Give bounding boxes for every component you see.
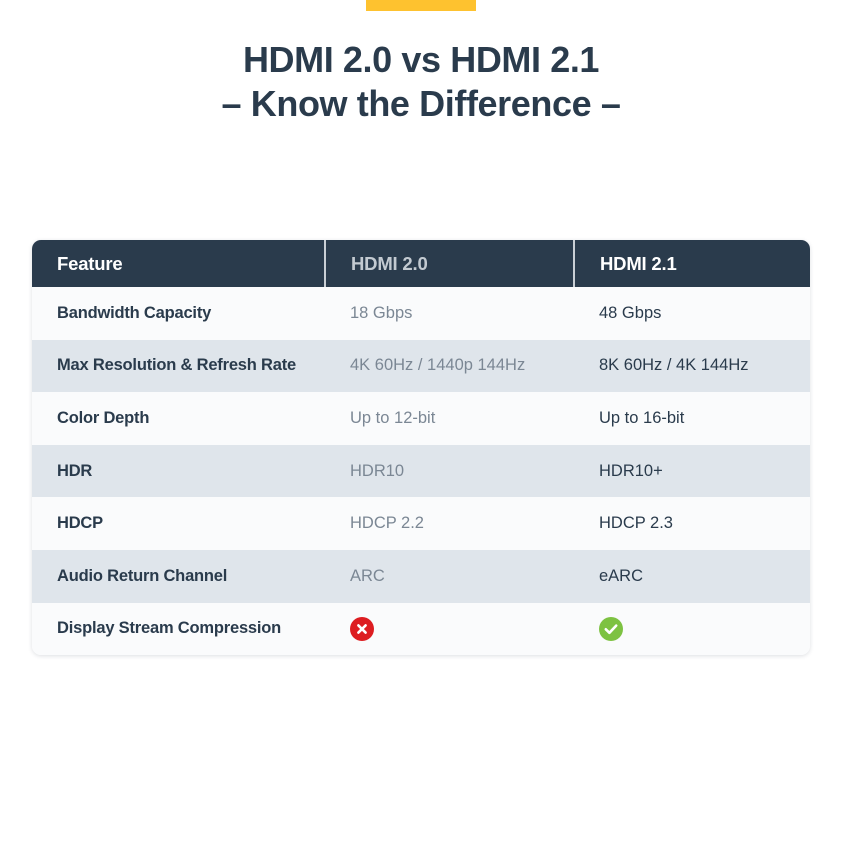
table-header-row: Feature HDMI 2.0 HDMI 2.1: [32, 240, 810, 287]
table-row: Color Depth Up to 12-bit Up to 16-bit: [32, 392, 810, 445]
cell-hdmi20: [325, 603, 574, 656]
cell-hdmi21: 8K 60Hz / 4K 144Hz: [599, 356, 749, 375]
top-accent-bar: [366, 0, 476, 11]
comparison-table-container: Feature HDMI 2.0 HDMI 2.1 Bandwidth Capa…: [32, 240, 810, 656]
table-header: Feature HDMI 2.0 HDMI 2.1: [32, 240, 810, 287]
table-row: Max Resolution & Refresh Rate 4K 60Hz / 1…: [32, 339, 810, 393]
cell-hdmi20: Up to 12-bit: [350, 408, 436, 427]
cell-hdmi21: [574, 603, 810, 656]
cell-hdmi21: HDR10+: [599, 461, 663, 480]
table-row: HDR HDR10 HDR10+: [32, 444, 810, 498]
cell-hdmi21: 48 Gbps: [599, 303, 662, 322]
table-row: Display Stream Compression: [32, 602, 810, 656]
column-header-hdmi20: HDMI 2.0: [324, 240, 574, 287]
cell-feature: Display Stream Compression: [57, 619, 282, 638]
cell-hdmi20: 18 Gbps: [350, 303, 413, 322]
table-row: Audio Return Channel ARC eARC: [32, 549, 810, 603]
comparison-table: Feature HDMI 2.0 HDMI 2.1 Bandwidth Capa…: [32, 240, 810, 656]
cell-feature: HDCP: [57, 514, 103, 533]
title-line-2: – Know the Difference –: [221, 83, 621, 124]
page-title: HDMI 2.0 vs HDMI 2.1 – Know the Differen…: [0, 38, 842, 126]
title-line-1: HDMI 2.0 vs HDMI 2.1: [242, 39, 600, 80]
column-header-feature: Feature: [32, 240, 325, 287]
cell-feature: HDR: [57, 461, 93, 480]
cell-feature: Max Resolution & Refresh Rate: [57, 356, 297, 375]
cell-hdmi20: HDR10: [350, 461, 405, 480]
cell-hdmi21: HDCP 2.3: [599, 514, 673, 533]
cross-circle-icon: [350, 616, 374, 641]
cell-hdmi20: HDCP 2.2: [350, 514, 424, 533]
cell-feature: Audio Return Channel: [57, 566, 228, 585]
table-body: Bandwidth Capacity 18 Gbps 48 Gbps Max Reso…: [32, 287, 810, 656]
cell-hdmi21: eARC: [599, 566, 644, 585]
column-header-hdmi21: HDMI 2.1: [573, 240, 810, 287]
table-row: Bandwidth Capacity 18 Gbps 48 Gbps: [32, 287, 810, 340]
cell-hdmi20: ARC: [350, 566, 385, 585]
check-circle-icon: [599, 616, 623, 641]
cell-hdmi20: 4K 60Hz / 1440p 144Hz: [350, 356, 526, 375]
table-row: HDCP HDCP 2.2 HDCP 2.3: [32, 497, 810, 550]
cell-feature: Bandwidth Capacity: [57, 303, 212, 322]
cell-feature: Color Depth: [57, 408, 150, 427]
cell-hdmi21: Up to 16-bit: [599, 408, 685, 427]
